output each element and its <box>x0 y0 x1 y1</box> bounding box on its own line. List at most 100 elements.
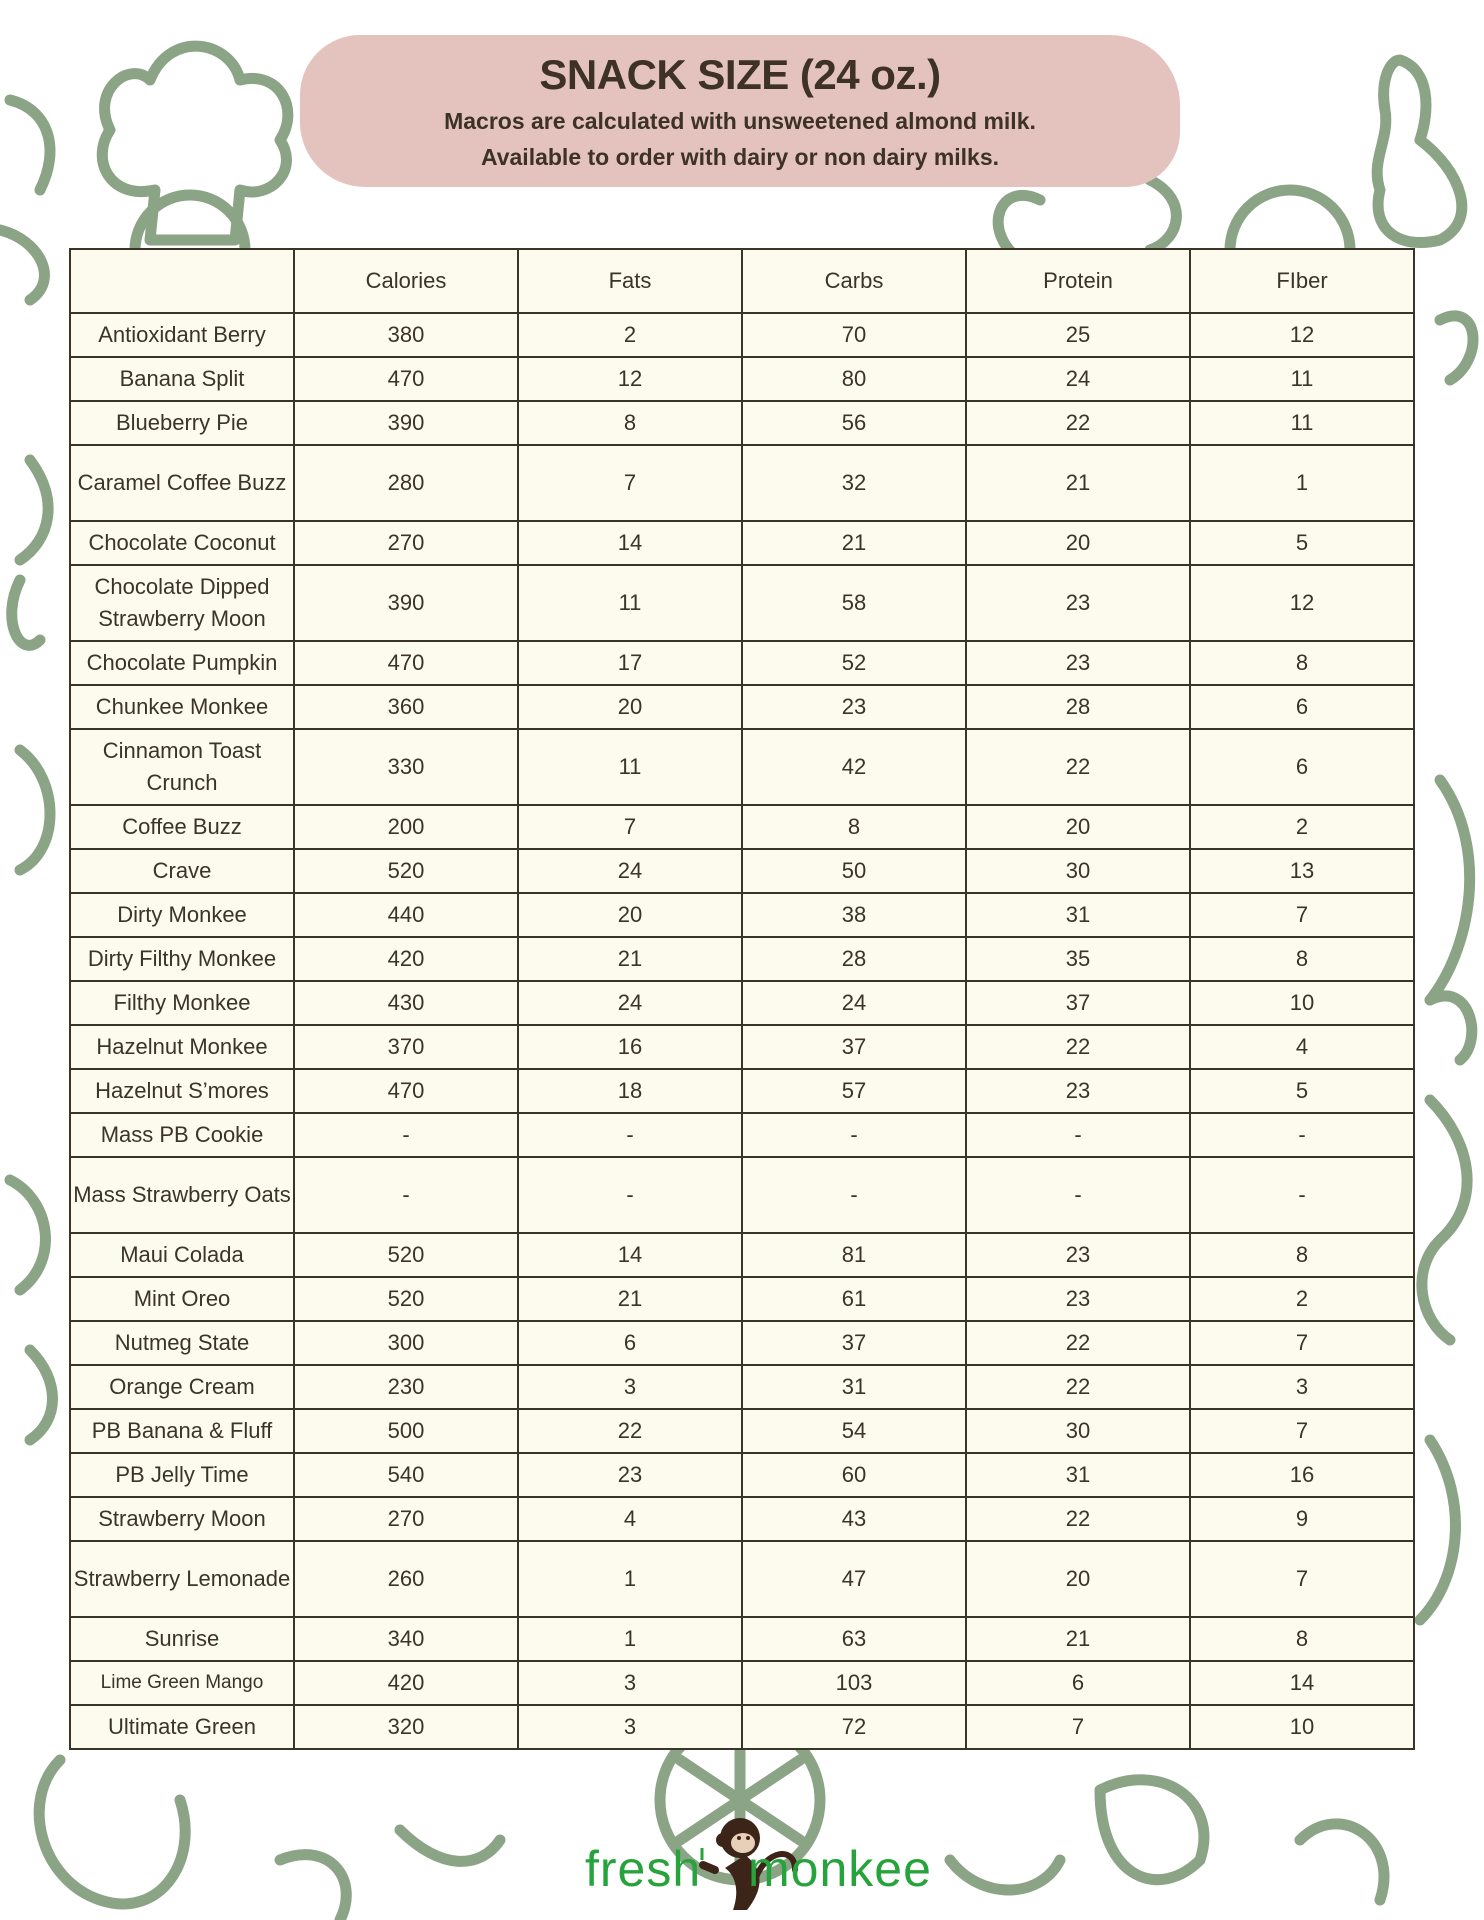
item-name-cell: Blueberry Pie <box>69 400 295 446</box>
item-name-cell: Nutmeg State <box>69 1320 295 1366</box>
carbs-cell: 57 <box>741 1068 967 1114</box>
fats-cell: 7 <box>517 804 743 850</box>
carbs-cell: 38 <box>741 892 967 938</box>
carbs-cell: 47 <box>741 1540 967 1618</box>
fiber-cell: 7 <box>1189 1408 1415 1454</box>
fats-cell: - <box>517 1112 743 1158</box>
item-name-cell: Hazelnut Monkee <box>69 1024 295 1070</box>
carbs-cell: 58 <box>741 564 967 642</box>
leaf-doodle <box>1094 1774 1390 1906</box>
protein-cell: 22 <box>965 1024 1191 1070</box>
item-name-cell: Mass PB Cookie <box>69 1112 295 1158</box>
table-row: Strawberry Lemonade 260 1 47 20 7 <box>69 1540 1415 1618</box>
protein-cell: 37 <box>965 980 1191 1026</box>
fresh-monkee-logo: fresh monkee <box>580 1810 960 1910</box>
carbs-cell: 23 <box>741 684 967 730</box>
fiber-cell: 9 <box>1189 1496 1415 1542</box>
calories-cell: 340 <box>293 1616 519 1662</box>
fiber-cell: 7 <box>1189 1540 1415 1618</box>
carbs-cell: 32 <box>741 444 967 522</box>
table-row: Maui Colada 520 14 81 23 8 <box>69 1232 1415 1278</box>
carbs-cell: 50 <box>741 848 967 894</box>
fiber-cell: 3 <box>1189 1364 1415 1410</box>
calories-cell: 470 <box>293 1068 519 1114</box>
fiber-cell: 8 <box>1189 1232 1415 1278</box>
subtitle-milk-options: Available to order with dairy or non dai… <box>480 144 1000 170</box>
item-name-cell: Maui Colada <box>69 1232 295 1278</box>
column-header-protein: Protein <box>965 248 1191 314</box>
column-header-fats: Fats <box>517 248 743 314</box>
macros-table: Calories Fats Carbs Protein FIber Antioxidan… <box>69 248 1415 1750</box>
item-name-cell: Strawberry Moon <box>69 1496 295 1542</box>
leaf-doodle <box>0 94 56 306</box>
fats-cell: 21 <box>517 1276 743 1322</box>
table-row: Mass PB Cookie - - - - - <box>69 1112 1415 1158</box>
carbs-cell: 31 <box>741 1364 967 1410</box>
protein-cell: 22 <box>965 728 1191 806</box>
table-row: Ultimate Green 320 3 72 7 10 <box>69 1704 1415 1750</box>
carbs-cell: 37 <box>741 1320 967 1366</box>
carbs-cell: 60 <box>741 1452 967 1498</box>
carbs-cell: 72 <box>741 1704 967 1750</box>
protein-cell: 23 <box>965 564 1191 642</box>
fats-cell: 16 <box>517 1024 743 1070</box>
table-row: Antioxidant Berry 380 2 70 25 12 <box>69 312 1415 358</box>
calories-cell: - <box>293 1112 519 1158</box>
fiber-cell: 8 <box>1189 1616 1415 1662</box>
apple-doodle <box>33 1754 352 1920</box>
item-name-cell: Ultimate Green <box>69 1704 295 1750</box>
logo-text-monkee: monkee <box>748 1841 932 1897</box>
broccoli-doodle <box>6 454 54 651</box>
protein-cell: 7 <box>965 1704 1191 1750</box>
table-row: Mass Strawberry Oats - - - - - <box>69 1156 1415 1234</box>
calories-cell: 270 <box>293 520 519 566</box>
carbs-cell: 63 <box>741 1616 967 1662</box>
carbs-cell: 8 <box>741 804 967 850</box>
calories-cell: 230 <box>293 1364 519 1410</box>
table-row: Hazelnut Monkee 370 16 37 22 4 <box>69 1024 1415 1070</box>
item-name-cell: Chocolate Dipped Strawberry Moon <box>69 564 295 642</box>
calories-cell: 500 <box>293 1408 519 1454</box>
item-name-cell: Banana Split <box>69 356 295 402</box>
table-row: Dirty Filthy Monkee 420 21 28 35 8 <box>69 936 1415 982</box>
leaf-doodle <box>1424 310 1479 1066</box>
fiber-cell: 12 <box>1189 564 1415 642</box>
pear-doodle <box>1371 54 1468 249</box>
fiber-cell: 11 <box>1189 400 1415 446</box>
carbs-cell: 103 <box>741 1660 967 1706</box>
protein-cell: 21 <box>965 444 1191 522</box>
item-name-cell: Hazelnut S’mores <box>69 1068 295 1114</box>
carbs-cell: 21 <box>741 520 967 566</box>
header-row: Calories Fats Carbs Protein FIber <box>69 248 1415 314</box>
calories-cell: 520 <box>293 1232 519 1278</box>
table-row: Chocolate Pumpkin 470 17 52 23 8 <box>69 640 1415 686</box>
fats-cell: 22 <box>517 1408 743 1454</box>
item-name-cell: Antioxidant Berry <box>69 312 295 358</box>
carbs-cell: 42 <box>741 728 967 806</box>
protein-cell: 31 <box>965 892 1191 938</box>
page-title: SNACK SIZE (24 oz.) <box>539 51 941 98</box>
carbs-cell: 24 <box>741 980 967 1026</box>
table-row: Filthy Monkee 430 24 24 37 10 <box>69 980 1415 1026</box>
protein-cell: - <box>965 1112 1191 1158</box>
fiber-cell: 13 <box>1189 848 1415 894</box>
carbs-cell: 81 <box>741 1232 967 1278</box>
fats-cell: 1 <box>517 1616 743 1662</box>
column-header-carbs: Carbs <box>741 248 967 314</box>
fiber-cell: 16 <box>1189 1452 1415 1498</box>
calories-cell: 470 <box>293 640 519 686</box>
fiber-cell: 2 <box>1189 1276 1415 1322</box>
item-name-cell: Orange Cream <box>69 1364 295 1410</box>
item-name-cell: Mass Strawberry Oats <box>69 1156 295 1234</box>
apple-doodle <box>4 744 58 1446</box>
calories-cell: 420 <box>293 1660 519 1706</box>
calories-cell: 540 <box>293 1452 519 1498</box>
protein-cell: 30 <box>965 1408 1191 1454</box>
calories-cell: 360 <box>293 684 519 730</box>
carbs-cell: 43 <box>741 1496 967 1542</box>
calories-cell: 270 <box>293 1496 519 1542</box>
table-row: Chocolate Dipped Strawberry Moon 390 11 58 2… <box>69 564 1415 642</box>
calories-cell: 260 <box>293 1540 519 1618</box>
fiber-cell: 5 <box>1189 520 1415 566</box>
